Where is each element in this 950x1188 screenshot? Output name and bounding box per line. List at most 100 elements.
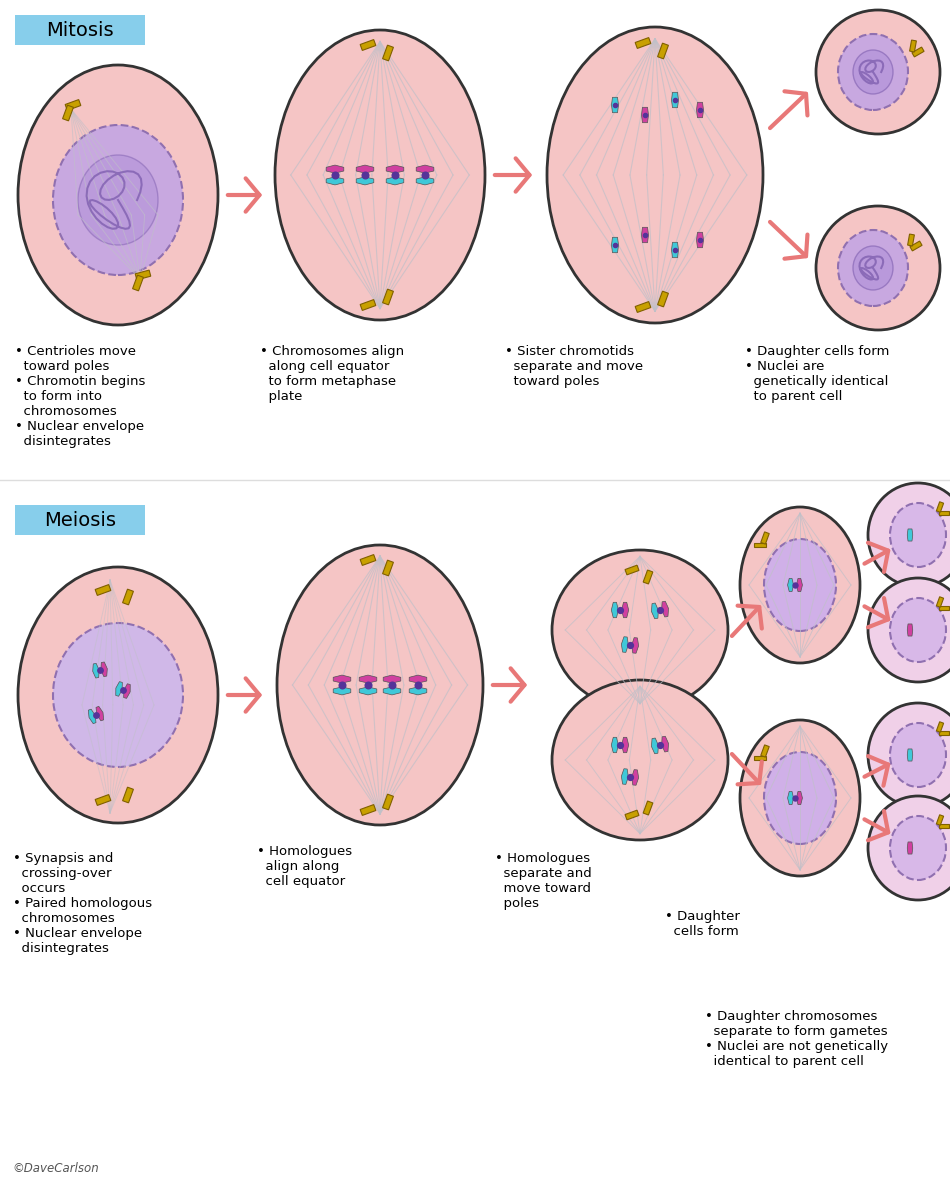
Polygon shape — [909, 40, 917, 52]
Ellipse shape — [18, 567, 218, 823]
Polygon shape — [356, 177, 373, 185]
Polygon shape — [621, 769, 628, 784]
FancyBboxPatch shape — [15, 15, 145, 45]
Ellipse shape — [740, 507, 860, 663]
Polygon shape — [124, 684, 130, 699]
Ellipse shape — [18, 65, 218, 326]
Polygon shape — [643, 801, 653, 815]
Polygon shape — [333, 687, 351, 695]
Polygon shape — [652, 738, 658, 753]
Polygon shape — [621, 738, 629, 753]
Ellipse shape — [838, 230, 908, 307]
Polygon shape — [333, 675, 351, 683]
Polygon shape — [672, 93, 678, 108]
Polygon shape — [611, 602, 618, 618]
Ellipse shape — [853, 50, 893, 94]
Polygon shape — [383, 289, 393, 305]
Ellipse shape — [53, 623, 183, 767]
Polygon shape — [116, 682, 123, 696]
Ellipse shape — [868, 484, 950, 587]
Polygon shape — [643, 570, 653, 584]
Polygon shape — [621, 602, 629, 618]
Polygon shape — [409, 675, 427, 683]
Polygon shape — [907, 748, 913, 762]
Text: ©DaveCarlson: ©DaveCarlson — [12, 1162, 99, 1175]
Polygon shape — [652, 604, 658, 619]
Ellipse shape — [764, 752, 836, 843]
Polygon shape — [696, 102, 704, 118]
Polygon shape — [360, 39, 376, 50]
Polygon shape — [383, 794, 393, 810]
Polygon shape — [95, 584, 111, 595]
Ellipse shape — [853, 246, 893, 290]
Polygon shape — [326, 177, 344, 185]
Text: • Synapsis and
  crossing-over
  occurs
• Paired homologous
  chromosomes
• Nucl: • Synapsis and crossing-over occurs • Pa… — [13, 852, 152, 955]
Ellipse shape — [78, 154, 158, 245]
Polygon shape — [123, 788, 133, 803]
Polygon shape — [326, 165, 344, 173]
Polygon shape — [416, 165, 434, 173]
Polygon shape — [937, 596, 943, 607]
Polygon shape — [661, 601, 669, 617]
Text: Meiosis: Meiosis — [44, 511, 116, 530]
FancyBboxPatch shape — [15, 505, 145, 535]
Ellipse shape — [868, 579, 950, 682]
Ellipse shape — [868, 796, 950, 901]
Text: • Homologues
  align along
  cell equator: • Homologues align along cell equator — [257, 845, 352, 887]
Ellipse shape — [890, 723, 946, 786]
Polygon shape — [135, 270, 151, 280]
Polygon shape — [754, 756, 766, 760]
Polygon shape — [940, 511, 949, 516]
Polygon shape — [360, 299, 376, 310]
Ellipse shape — [890, 503, 946, 567]
Ellipse shape — [868, 703, 950, 807]
Polygon shape — [383, 675, 401, 683]
Polygon shape — [907, 624, 913, 636]
Polygon shape — [133, 276, 143, 291]
Polygon shape — [359, 687, 377, 695]
Polygon shape — [636, 38, 651, 49]
Polygon shape — [93, 663, 99, 678]
Polygon shape — [641, 107, 649, 122]
Polygon shape — [612, 238, 618, 253]
Polygon shape — [387, 177, 404, 185]
Polygon shape — [641, 227, 649, 242]
Polygon shape — [359, 675, 377, 683]
Ellipse shape — [547, 27, 763, 323]
Polygon shape — [696, 233, 704, 248]
Text: • Centrioles move
  toward poles
• Chromotin begins
  to form into
  chromosomes: • Centrioles move toward poles • Chromot… — [15, 345, 145, 448]
Ellipse shape — [552, 550, 728, 710]
Polygon shape — [940, 606, 949, 611]
Ellipse shape — [552, 680, 728, 840]
Text: • Sister chromotids
  separate and move
  toward poles: • Sister chromotids separate and move to… — [505, 345, 643, 388]
Polygon shape — [907, 234, 915, 246]
Polygon shape — [940, 824, 949, 828]
Polygon shape — [625, 565, 639, 575]
Ellipse shape — [764, 539, 836, 631]
Polygon shape — [937, 815, 943, 826]
Ellipse shape — [890, 598, 946, 662]
Polygon shape — [88, 709, 96, 723]
Polygon shape — [416, 177, 434, 185]
Polygon shape — [796, 791, 803, 804]
Text: • Daughter
  cells form: • Daughter cells form — [665, 910, 740, 939]
Text: • Daughter chromosomes
  separate to form gametes
• Nuclei are not genetically
 : • Daughter chromosomes separate to form … — [705, 1010, 888, 1068]
Polygon shape — [910, 241, 922, 251]
Ellipse shape — [816, 206, 940, 330]
Ellipse shape — [816, 10, 940, 134]
Polygon shape — [66, 100, 81, 110]
Ellipse shape — [275, 30, 485, 320]
Polygon shape — [788, 579, 793, 592]
Polygon shape — [661, 737, 669, 752]
Polygon shape — [383, 45, 393, 61]
Polygon shape — [409, 687, 427, 695]
Polygon shape — [912, 48, 924, 57]
Polygon shape — [636, 302, 651, 312]
Polygon shape — [672, 242, 678, 258]
Text: • Daughter cells form
• Nuclei are
  genetically identical
  to parent cell: • Daughter cells form • Nuclei are genet… — [745, 345, 889, 403]
Ellipse shape — [740, 720, 860, 876]
Polygon shape — [625, 810, 639, 820]
Polygon shape — [940, 731, 949, 735]
Polygon shape — [632, 770, 638, 785]
Ellipse shape — [890, 816, 946, 880]
